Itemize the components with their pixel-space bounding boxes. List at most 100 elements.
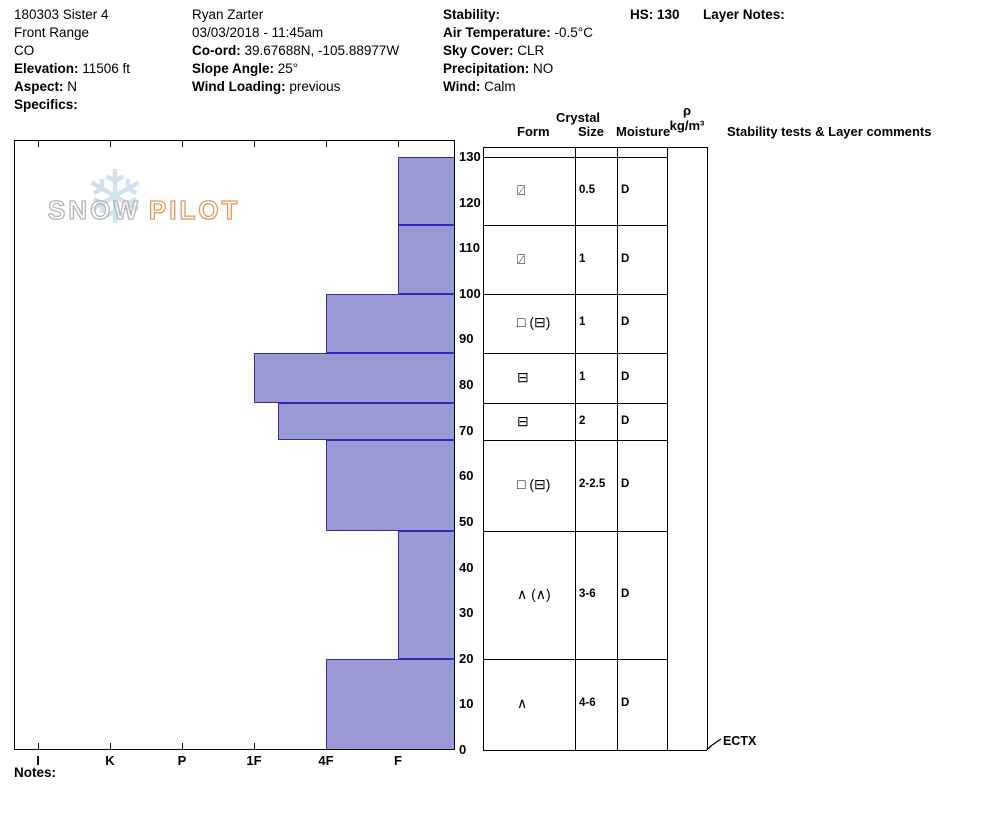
grain-size-value: 1 xyxy=(579,252,586,265)
crystal-group-header: Crystal xyxy=(555,110,601,125)
hardness-profile-plot: ❄ SNOW PILOT xyxy=(14,140,455,750)
header-column: Stability: Air Temperature: -0.5°C Sky Cov… xyxy=(443,6,593,96)
hardness-axis-tick xyxy=(182,140,183,147)
depth-tick-label: 110 xyxy=(459,240,480,256)
grain-form-symbol: □ (⊟) xyxy=(517,314,551,331)
header-field-label: Co-ord: xyxy=(192,43,241,58)
header-field-value: NO xyxy=(529,61,554,76)
header-field-label: Wind: xyxy=(443,79,481,94)
grain-form-symbol: ∧ xyxy=(517,695,528,712)
header-field-label: Wind Loading: xyxy=(192,79,286,94)
snowflake-icon: ❄ xyxy=(84,156,147,239)
header-field-label: Specifics: xyxy=(14,97,78,112)
grain-size-value: 2-2.5 xyxy=(579,478,606,491)
hardness-axis-tick xyxy=(326,140,327,147)
hardness-axis-tick xyxy=(398,140,399,147)
moisture-value: D xyxy=(621,587,630,600)
hardness-tick-label: 1F xyxy=(246,753,262,768)
header-field-value: previous xyxy=(285,79,341,94)
header-field-value: 130 xyxy=(653,7,680,22)
depth-tick-label: 20 xyxy=(459,650,474,666)
table-row-divider xyxy=(483,531,667,533)
header-field: Wind: Calm xyxy=(443,78,593,96)
header-field: Wind Loading: previous xyxy=(192,78,399,96)
header-field-value: 11506 ft xyxy=(78,61,131,76)
table-row-divider xyxy=(483,439,667,441)
depth-tick-label: 40 xyxy=(459,559,474,575)
comments-column-header: Stability tests & Layer comments xyxy=(727,124,932,139)
header-field: Air Temperature: -0.5°C xyxy=(443,24,593,42)
header-field-value: -0.5°C xyxy=(550,25,593,40)
header-field: Sky Cover: CLR xyxy=(443,42,593,60)
grain-size-value: 3-6 xyxy=(579,587,596,600)
table-grid-line xyxy=(617,147,618,750)
header-field-label: Air Temperature: xyxy=(443,25,551,40)
hardness-axis-tick xyxy=(38,743,39,750)
header-field: Ryan Zarter xyxy=(192,7,264,22)
table-row-divider xyxy=(483,403,667,405)
snow-layer-bar xyxy=(398,225,455,294)
header-column: HS: 130 xyxy=(630,6,680,24)
logo-wordmark: SNOW PILOT xyxy=(47,194,241,226)
depth-tick-label: 70 xyxy=(459,422,474,438)
header-field-label: Elevation: xyxy=(14,61,79,76)
table-row-divider xyxy=(483,225,667,227)
header-field-label: Aspect: xyxy=(14,79,64,94)
table-grid-line xyxy=(483,147,484,750)
header-field-label: Precipitation: xyxy=(443,61,530,76)
size-column-header: Size xyxy=(578,124,605,139)
depth-tick-label: 30 xyxy=(459,605,474,621)
moisture-value: D xyxy=(621,252,630,265)
depth-tick-label: 120 xyxy=(459,194,481,210)
snow-layer-bar xyxy=(326,293,455,354)
snow-layer-bar xyxy=(398,157,455,226)
moisture-value: D xyxy=(621,184,630,197)
header-field-label: Layer Notes: xyxy=(703,7,785,22)
form-column-header: Form xyxy=(517,124,550,139)
hardness-axis-tick xyxy=(254,140,255,147)
ectx-arrow-icon xyxy=(706,738,722,750)
header-field: Precipitation: NO xyxy=(443,60,593,78)
hardness-axis-tick xyxy=(254,743,255,750)
logo-word-pilot: PILOT xyxy=(148,194,241,225)
header-field-value: N xyxy=(63,79,78,94)
grain-size-value: 1 xyxy=(579,371,586,384)
grain-size-value: 4-6 xyxy=(579,697,596,710)
moisture-value: D xyxy=(621,371,630,384)
grain-size-value: 2 xyxy=(579,414,586,427)
hardness-tick-label: 4F xyxy=(318,753,334,768)
depth-tick-label: 50 xyxy=(459,513,474,529)
header-field-label: HS: xyxy=(630,7,654,22)
header-field: CO xyxy=(14,43,35,58)
header-field: Stability: xyxy=(443,6,593,24)
header-field-label: Stability: xyxy=(443,7,501,22)
hardness-axis-tick xyxy=(38,140,39,147)
hardness-axis-tick xyxy=(110,743,111,750)
hardness-tick-label: P xyxy=(177,753,187,768)
grain-size-value: 0.5 xyxy=(579,184,595,197)
grain-size-value: 1 xyxy=(579,316,586,329)
depth-tick-label: 100 xyxy=(459,285,481,301)
depth-tick-label: 0 xyxy=(459,742,467,757)
logo-word-snow: SNOW xyxy=(47,194,141,225)
grain-form-symbol: ⊟ xyxy=(517,369,529,386)
header-column: 180303 Sister 4 Front Range CO Elevation: 1… xyxy=(14,6,130,114)
header-field-value: 39.67688N, -105.88977W xyxy=(240,43,400,58)
table-grid-line xyxy=(707,147,708,750)
table-row-divider xyxy=(483,353,667,355)
header-field-value: 25° xyxy=(274,61,299,76)
moisture-value: D xyxy=(621,414,630,427)
header-field: Front Range xyxy=(14,25,90,40)
header-field: Slope Angle: 25° xyxy=(192,60,399,78)
grain-form-symbol: □ (⊟) xyxy=(517,476,551,493)
table-row-divider xyxy=(483,293,667,295)
table-grid-line xyxy=(575,147,576,750)
snow-layer-bar xyxy=(398,531,455,659)
header-field: Specifics: xyxy=(14,96,130,114)
grain-form-symbol: ∧ (∧) xyxy=(517,585,551,602)
grain-form-symbol: ⍁ xyxy=(517,182,526,199)
snowpilot-logo: ❄ SNOW PILOT xyxy=(44,161,238,250)
hardness-tick-label: I xyxy=(36,753,40,768)
ectx-label: ECTX xyxy=(723,734,757,748)
